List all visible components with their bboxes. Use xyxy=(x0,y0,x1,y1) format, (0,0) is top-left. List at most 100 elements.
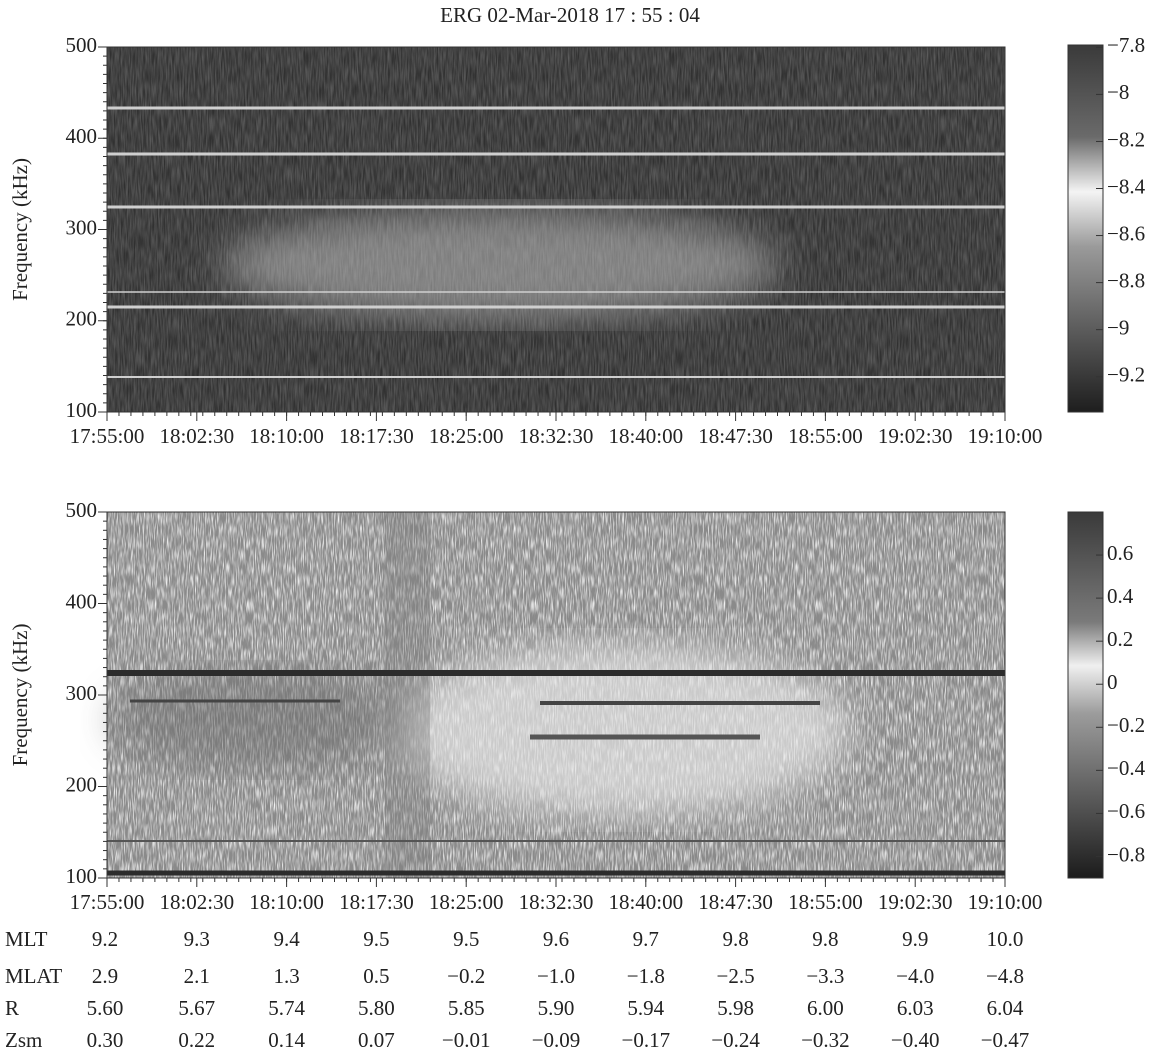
ephemeris-value: 10.0 xyxy=(987,927,1024,951)
ephemeris-value: 0.22 xyxy=(178,1028,215,1052)
ephemeris-value: 9.5 xyxy=(363,927,389,951)
y-tick-label: 500 xyxy=(66,498,98,522)
ephemeris-value: 6.03 xyxy=(897,996,934,1020)
ephemeris-label: Zsm xyxy=(5,1028,42,1052)
ephemeris-value: −4.8 xyxy=(986,964,1024,988)
x-tick-label: 19:10:00 xyxy=(968,890,1043,914)
x-tick-label: 18:55:00 xyxy=(788,890,863,914)
colorbar-tick-label: 0.6 xyxy=(1107,541,1133,565)
ephemeris-value: −0.17 xyxy=(622,1028,671,1052)
colorbar-tick-label: −7.8 xyxy=(1107,33,1145,57)
ephemeris-value: 0.14 xyxy=(268,1028,305,1052)
x-tick-label: 18:02:30 xyxy=(159,424,234,448)
x-tick-label: 18:02:30 xyxy=(159,890,234,914)
x-tick-label: 18:10:00 xyxy=(249,424,324,448)
ephemeris-label: R xyxy=(5,996,19,1020)
colorbar-tick-label: −0.2 xyxy=(1107,713,1145,737)
x-tick-label: 18:32:30 xyxy=(519,424,594,448)
colorbar-tick-label: −9.2 xyxy=(1107,363,1145,387)
ephemeris-value: 0.30 xyxy=(87,1028,124,1052)
ephemeris-value: 5.60 xyxy=(87,996,124,1020)
colorbar-tick-label: −8 xyxy=(1107,80,1129,104)
ephemeris-value: 9.9 xyxy=(902,927,928,951)
colorbar-tick-label: 0 xyxy=(1107,670,1118,694)
ephemeris-value: 2.9 xyxy=(92,964,118,988)
y-axis-label: Frequency (kHz) xyxy=(8,158,32,301)
x-tick-label: 19:02:30 xyxy=(878,890,953,914)
ephemeris-value: 0.07 xyxy=(358,1028,395,1052)
x-tick-label: 18:10:00 xyxy=(249,890,324,914)
ephemeris-value: 5.67 xyxy=(178,996,215,1020)
y-tick-label: 300 xyxy=(66,681,98,705)
ephemeris-value: 5.80 xyxy=(358,996,395,1020)
ephemeris-value: 0.5 xyxy=(363,964,389,988)
x-tick-label: 18:25:00 xyxy=(429,890,504,914)
ephemeris-value: 5.85 xyxy=(448,996,485,1020)
ephemeris-value: −0.40 xyxy=(891,1028,940,1052)
y-tick-label: 100 xyxy=(66,398,98,422)
x-tick-label: 18:17:30 xyxy=(339,424,414,448)
y-tick-label: 200 xyxy=(66,772,98,796)
ephemeris-value: −0.32 xyxy=(801,1028,850,1052)
ephemeris-value: 5.90 xyxy=(538,996,575,1020)
colorbar-tick-label: −8.2 xyxy=(1107,127,1145,151)
colorbar-tick-label: −0.8 xyxy=(1107,842,1145,866)
ephemeris-label: MLT xyxy=(5,927,48,951)
ephemeris-value: 9.6 xyxy=(543,927,569,951)
ephemeris-value: 9.8 xyxy=(722,927,748,951)
ephemeris-value: 9.3 xyxy=(184,927,210,951)
colorbar-tick-label: −8.6 xyxy=(1107,221,1145,245)
ephemeris-value: −4.0 xyxy=(896,964,934,988)
ephemeris-value: 6.00 xyxy=(807,996,844,1020)
ephemeris-value: 5.74 xyxy=(268,996,305,1020)
x-tick-label: 18:17:30 xyxy=(339,890,414,914)
colorbar-tick-label: 0.4 xyxy=(1107,584,1134,608)
ephemeris-value: 9.8 xyxy=(812,927,838,951)
x-tick-label: 18:47:30 xyxy=(698,424,773,448)
colorbar-tick-label: −0.4 xyxy=(1107,756,1146,780)
ephemeris-value: −1.0 xyxy=(537,964,575,988)
ephemeris-value: −2.5 xyxy=(717,964,755,988)
x-tick-label: 18:47:30 xyxy=(698,890,773,914)
y-tick-label: 200 xyxy=(66,307,98,331)
ephemeris-value: 2.1 xyxy=(184,964,210,988)
x-tick-label: 17:55:00 xyxy=(70,890,145,914)
x-tick-label: 17:55:00 xyxy=(70,424,145,448)
ephemeris-value: −1.8 xyxy=(627,964,665,988)
figure-title: ERG 02-Mar-2018 17 : 55 : 04 xyxy=(440,3,700,27)
y-axis-label: Frequency (kHz) xyxy=(8,624,32,767)
ephemeris-value: 6.04 xyxy=(987,996,1024,1020)
ephemeris-value: 9.5 xyxy=(453,927,479,951)
ephemeris-value: −0.47 xyxy=(981,1028,1030,1052)
y-tick-label: 400 xyxy=(66,589,98,613)
x-tick-label: 19:10:00 xyxy=(968,424,1043,448)
y-tick-label: 100 xyxy=(66,864,98,888)
ephemeris-value: 9.2 xyxy=(92,927,118,951)
y-tick-label: 300 xyxy=(66,215,98,239)
ephemeris-value: 9.4 xyxy=(273,927,300,951)
ephemeris-value: −0.24 xyxy=(711,1028,760,1052)
colorbar-tick-label: −0.6 xyxy=(1107,799,1145,823)
ephemeris-value: 5.94 xyxy=(627,996,664,1020)
colorbar-tick-label: 0.2 xyxy=(1107,627,1133,651)
ephemeris-value: −0.09 xyxy=(532,1028,581,1052)
ephemeris-value: 5.98 xyxy=(717,996,754,1020)
ephemeris-value: 9.7 xyxy=(633,927,659,951)
x-tick-label: 18:32:30 xyxy=(519,890,594,914)
x-tick-label: 18:40:00 xyxy=(608,424,683,448)
colorbar-tick-label: −8.8 xyxy=(1107,268,1145,292)
ephemeris-value: 1.3 xyxy=(273,964,299,988)
y-tick-label: 500 xyxy=(66,33,98,57)
axes: 100 200 300 400 500 17:55:00 18:02:30 18:10:00 1… xyxy=(8,498,1146,914)
spectrogram-image xyxy=(107,44,1104,879)
axes: 100 200 300 400 500 17:55:00 18:02:30 18:10:00 1… xyxy=(8,33,1146,448)
x-tick-label: 18:55:00 xyxy=(788,424,863,448)
ephemeris-value: −0.01 xyxy=(442,1028,491,1052)
ephemeris-value: −3.3 xyxy=(806,964,844,988)
y-tick-label: 400 xyxy=(66,124,98,148)
colorbar-tick-label: −9 xyxy=(1107,315,1129,339)
colorbar-tick-label: −8.4 xyxy=(1107,174,1146,198)
x-tick-label: 18:25:00 xyxy=(429,424,504,448)
x-tick-label: 19:02:30 xyxy=(878,424,953,448)
